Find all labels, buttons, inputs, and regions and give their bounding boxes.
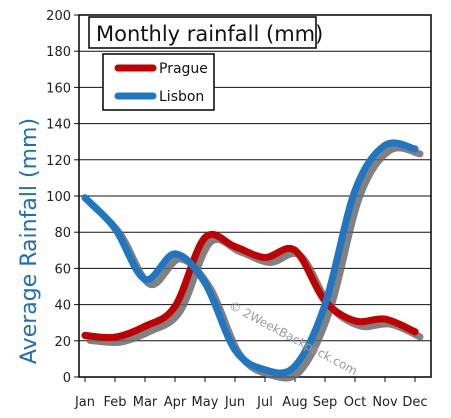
- data-point-prague: [231, 243, 239, 251]
- x-tick-label: Mar: [133, 395, 158, 410]
- data-point-lisbon: [321, 301, 329, 309]
- x-tick-label: Apr: [164, 395, 187, 410]
- x-tick-label: Jun: [224, 395, 245, 410]
- x-tick-label: Feb: [103, 395, 126, 410]
- x-tick-label: Aug: [282, 395, 307, 410]
- data-point-lisbon: [261, 366, 269, 374]
- data-point-prague: [171, 302, 179, 310]
- data-point-lisbon: [351, 187, 359, 195]
- data-point-prague: [201, 234, 209, 242]
- x-tick-label: Oct: [344, 395, 366, 410]
- y-tick-label: 120: [46, 154, 71, 169]
- data-point-prague: [381, 315, 389, 323]
- data-point-prague: [81, 331, 89, 339]
- data-point-prague: [141, 322, 149, 330]
- data-point-lisbon: [231, 346, 239, 354]
- series-lines: [81, 139, 419, 377]
- y-tick-label: 0: [63, 371, 71, 386]
- x-tick-label: May: [192, 395, 219, 410]
- data-point-lisbon: [411, 145, 419, 153]
- data-point-prague: [351, 317, 359, 325]
- y-tick-label: 100: [46, 190, 71, 205]
- y-tick-label: 140: [46, 118, 71, 133]
- data-point-lisbon: [201, 279, 209, 287]
- data-point-prague: [261, 254, 269, 262]
- chart-title: Monthly rainfall (mm): [96, 22, 323, 46]
- legend-label-prague: Prague: [159, 61, 208, 77]
- x-tick-label: Jan: [74, 395, 95, 410]
- x-tick-label: Jul: [256, 395, 273, 410]
- y-axis-ticks: 0 20 40 60 80 100 120 140 160 180 200: [46, 9, 79, 386]
- y-tick-label: 200: [46, 9, 71, 24]
- data-point-prague: [291, 246, 299, 254]
- y-tick-label: 80: [54, 226, 71, 241]
- data-point-lisbon: [171, 250, 179, 258]
- data-point-lisbon: [81, 194, 89, 202]
- data-point-lisbon: [111, 225, 119, 233]
- legend-box: [102, 53, 215, 111]
- legend-label-lisbon: Lisbon: [159, 89, 204, 105]
- data-point-prague: [111, 333, 119, 341]
- y-axis-label: Average Rainfall (mm): [17, 118, 42, 364]
- x-tick-label: Nov: [372, 395, 398, 410]
- x-axis-ticks: Jan Feb Mar Apr May Jun Jul Aug Sep Oct Nov Dec: [74, 377, 428, 410]
- y-tick-label: 160: [46, 81, 71, 96]
- x-tick-label: Dec: [402, 395, 427, 410]
- x-tick-label: Sep: [313, 395, 338, 410]
- data-point-lisbon: [141, 275, 149, 283]
- y-tick-label: 60: [54, 262, 71, 277]
- data-point-lisbon: [381, 141, 389, 149]
- y-tick-label: 40: [54, 299, 71, 314]
- y-tick-label: 20: [54, 335, 71, 350]
- data-point-prague: [411, 328, 419, 336]
- y-tick-label: 180: [46, 45, 71, 60]
- title-box: Monthly rainfall (mm): [88, 16, 323, 49]
- legend: Prague Lisbon: [102, 53, 215, 111]
- data-point-lisbon: [291, 362, 299, 370]
